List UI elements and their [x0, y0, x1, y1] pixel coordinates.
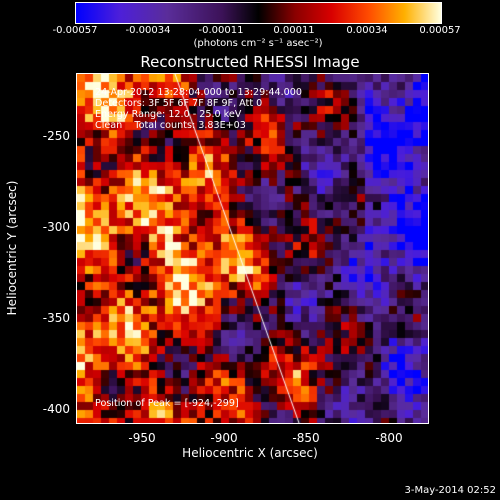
colorbar-tick: -0.00057: [52, 25, 98, 36]
annotation-time: 24-Apr-2012 13:28:04.000 to 13:29:44.000: [95, 87, 302, 98]
y-axis-label: Heliocentric Y (arcsec): [5, 113, 19, 316]
annotation-energy: Energy Range: 12.0 - 25.0 keV: [95, 109, 242, 120]
colorbar-units: (photons cm⁻² s⁻¹ asec⁻²): [193, 38, 323, 49]
colorbar-tick: -0.00034: [125, 25, 171, 36]
annotation-peak: Position of Peak = [-924,-299]: [95, 398, 239, 409]
plot-title: Reconstructed RHESSI Image: [140, 53, 360, 71]
y-tick-label: -300: [42, 220, 70, 234]
annotation-detectors: Detectors: 3F 5F 6F 7F 8F 9F, Att 0: [95, 98, 263, 109]
x-axis-label: Heliocentric X (arcsec): [182, 446, 318, 460]
colorbar-tick: 0.00057: [419, 25, 461, 36]
colorbar-tick: 0.00034: [346, 25, 388, 36]
y-tick-label: -400: [42, 402, 70, 416]
colorbar: [75, 2, 442, 24]
timestamp: 3-May-2014 02:52: [404, 485, 496, 496]
x-tick-label: -850: [292, 431, 320, 445]
colorbar-tick: 0.00011: [273, 25, 315, 36]
y-axis-label-text: Heliocentric Y (arcsec): [5, 180, 19, 316]
image-plot: [76, 73, 429, 424]
x-tick-label: -800: [375, 431, 403, 445]
annotation-clean: Clean Total counts: 3.83E+03: [95, 120, 246, 131]
colorbar-tick: -0.00011: [198, 25, 244, 36]
y-tick-label: -250: [42, 129, 70, 143]
y-tick-label: -350: [42, 311, 70, 325]
x-tick-label: -900: [210, 431, 238, 445]
x-tick-label: -950: [128, 431, 156, 445]
rhessi-image: [77, 74, 428, 423]
